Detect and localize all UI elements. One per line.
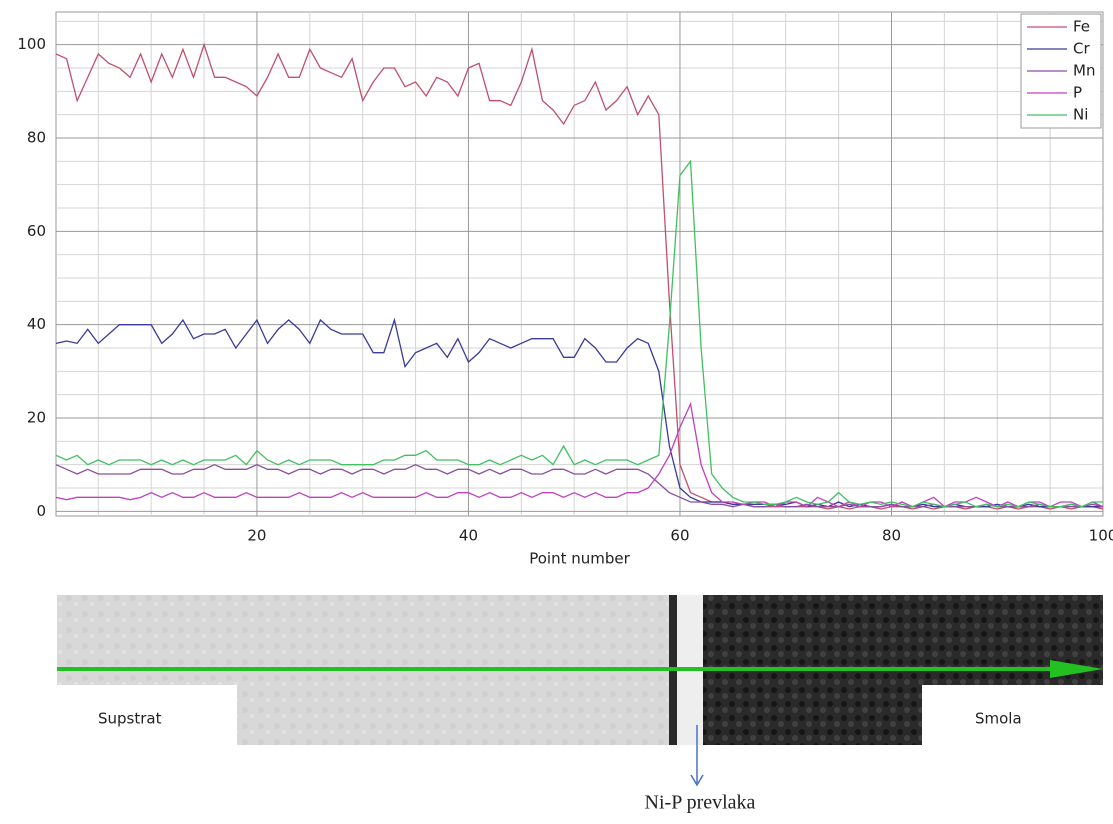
legend-label: Mn <box>1073 62 1095 80</box>
substrate-label: Supstrat <box>98 710 162 728</box>
coating-label: Ni-P prevlaka <box>645 792 756 814</box>
x-tick-label: 80 <box>882 527 901 545</box>
x-tick-label: 20 <box>247 527 266 545</box>
legend-label: Ni <box>1073 106 1088 124</box>
substrate <box>57 595 669 685</box>
series-line <box>55 42 1104 510</box>
micrograph: Supstrat Smola Ni-P prevlaka <box>57 595 1103 814</box>
resin-label: Smola <box>975 710 1022 728</box>
legend-label: Fe <box>1073 18 1090 36</box>
series-line <box>55 159 1103 508</box>
y-tick-label: 60 <box>27 222 46 240</box>
y-tick-label: 0 <box>36 502 46 520</box>
y-tick-label: 40 <box>27 315 46 333</box>
plot-area <box>55 11 1104 517</box>
y-tick-label: 100 <box>17 35 46 53</box>
plot: 20 40 60 80 100 0 20 40 60 80 100 Point number Fe Cr M… <box>17 11 1113 568</box>
resin <box>703 685 922 745</box>
y-tick-label: 20 <box>27 409 46 427</box>
series-line <box>55 401 1104 508</box>
x-tick-label: 100 <box>1089 527 1113 545</box>
legend-label: P <box>1073 84 1082 102</box>
pointer-head <box>690 774 704 787</box>
scan-arrow <box>1050 660 1103 678</box>
x-tick-label: 40 <box>459 527 478 545</box>
legend-label: Cr <box>1073 40 1090 58</box>
series-line <box>55 463 1104 508</box>
x-tick-label: 60 <box>670 527 689 545</box>
x-axis-label: Point number <box>529 550 630 568</box>
y-tick-label: 80 <box>27 129 46 147</box>
resin <box>703 595 1103 685</box>
substrate <box>237 685 669 745</box>
